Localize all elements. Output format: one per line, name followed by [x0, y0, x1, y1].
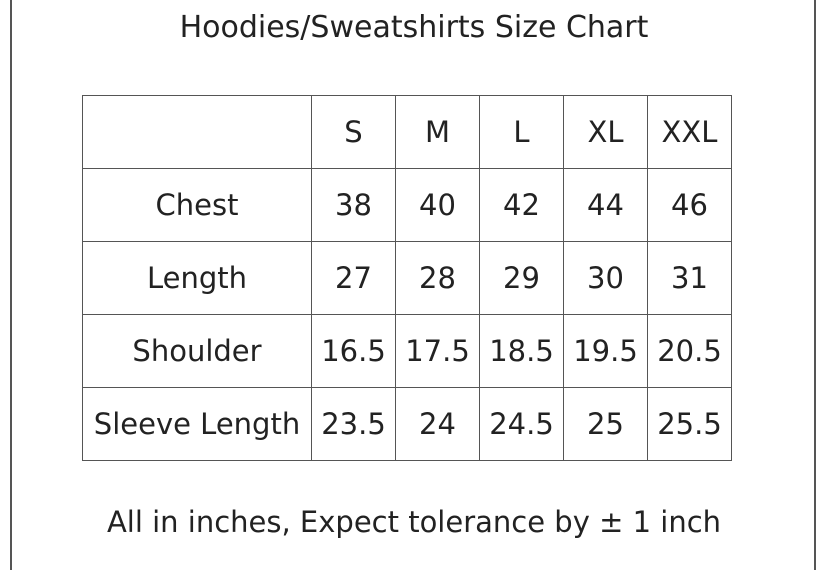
- size-header: M: [395, 95, 480, 169]
- measure-value: 19.5: [563, 314, 648, 388]
- header-row: S M L XL XXL: [82, 95, 732, 169]
- measure-row: Sleeve Length 23.5 24 24.5 25 25.5: [82, 387, 732, 461]
- measure-value: 25: [563, 387, 648, 461]
- measure-value: 16.5: [311, 314, 396, 388]
- measure-value: 44: [563, 168, 648, 242]
- measure-value: 23.5: [311, 387, 396, 461]
- measure-value: 18.5: [479, 314, 564, 388]
- size-header: S: [311, 95, 396, 169]
- title: Hoodies/Sweatshirts Size Chart: [179, 10, 649, 45]
- measure-label: Shoulder: [82, 314, 312, 388]
- measure-value: 42: [479, 168, 564, 242]
- measure-value: 25.5: [647, 387, 732, 461]
- measure-row: Length 27 28 29 30 31: [82, 241, 732, 315]
- measure-row: Chest 38 40 42 44 46: [82, 168, 732, 242]
- measure-value: 31: [647, 241, 732, 315]
- measure-label: Length: [82, 241, 312, 315]
- size-header: XL: [563, 95, 648, 169]
- measure-row: Shoulder 16.5 17.5 18.5 19.5 20.5: [82, 314, 732, 388]
- footer-note: All in inches, Expect tolerance by ± 1 i…: [106, 505, 722, 539]
- measure-value: 17.5: [395, 314, 480, 388]
- corner-cell: [82, 95, 312, 169]
- measure-value: 24.5: [479, 387, 564, 461]
- measure-value: 46: [647, 168, 732, 242]
- measure-value: 29: [479, 241, 564, 315]
- measure-value: 27: [311, 241, 396, 315]
- measure-value: 28: [395, 241, 480, 315]
- measure-value: 40: [395, 168, 480, 242]
- measure-value: 24: [395, 387, 480, 461]
- measure-label: Chest: [82, 168, 312, 242]
- size-header: L: [479, 95, 564, 169]
- frame: [10, 0, 816, 570]
- measure-value: 20.5: [647, 314, 732, 388]
- measure-value: 38: [311, 168, 396, 242]
- measure-label: Sleeve Length: [82, 387, 312, 461]
- measure-value: 30: [563, 241, 648, 315]
- size-table: S M L XL XXL Chest 38 40 42 44 46 Length 27 28 29 30 31 S…: [82, 95, 732, 461]
- size-header: XXL: [647, 95, 732, 169]
